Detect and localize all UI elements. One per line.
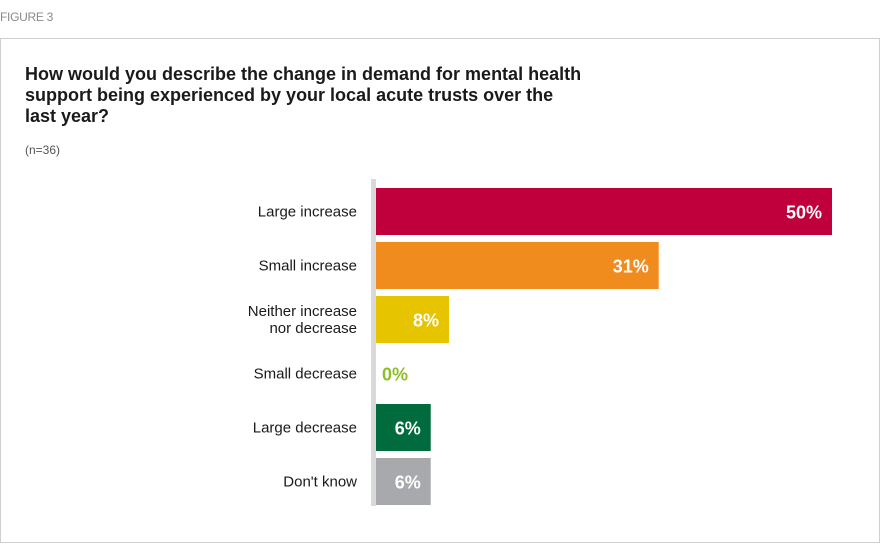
value-label-1: 31% (613, 257, 649, 277)
value-label-0: 50% (786, 203, 822, 223)
value-label-4: 6% (395, 419, 421, 439)
value-label-2: 8% (413, 311, 439, 331)
category-label-5: Don't know (283, 474, 357, 491)
bar-2 (376, 296, 449, 343)
category-label-0: Large increase (258, 204, 357, 221)
category-label-4: Large decrease (253, 420, 357, 437)
axis-line (371, 179, 376, 506)
chart-card: How would you describe the change in dem… (0, 38, 880, 543)
value-label-5: 6% (395, 473, 421, 493)
bar-0 (376, 188, 832, 235)
bar-4 (376, 404, 431, 451)
chart-subtitle: (n=36) (25, 143, 61, 157)
bar-5 (376, 458, 431, 505)
chart-title: How would you describe the change in dem… (25, 64, 582, 126)
category-label-3: Small decrease (254, 366, 357, 383)
bar-1 (376, 242, 659, 289)
category-label-2: Neither increase nor decrease (248, 303, 357, 337)
value-label-3: 0% (382, 365, 408, 385)
category-label-1: Small increase (259, 258, 357, 275)
figure-label: FIGURE 3 (0, 10, 53, 24)
bar-chart: Large increase 50% Small increase 31% Neithe… (248, 179, 832, 506)
